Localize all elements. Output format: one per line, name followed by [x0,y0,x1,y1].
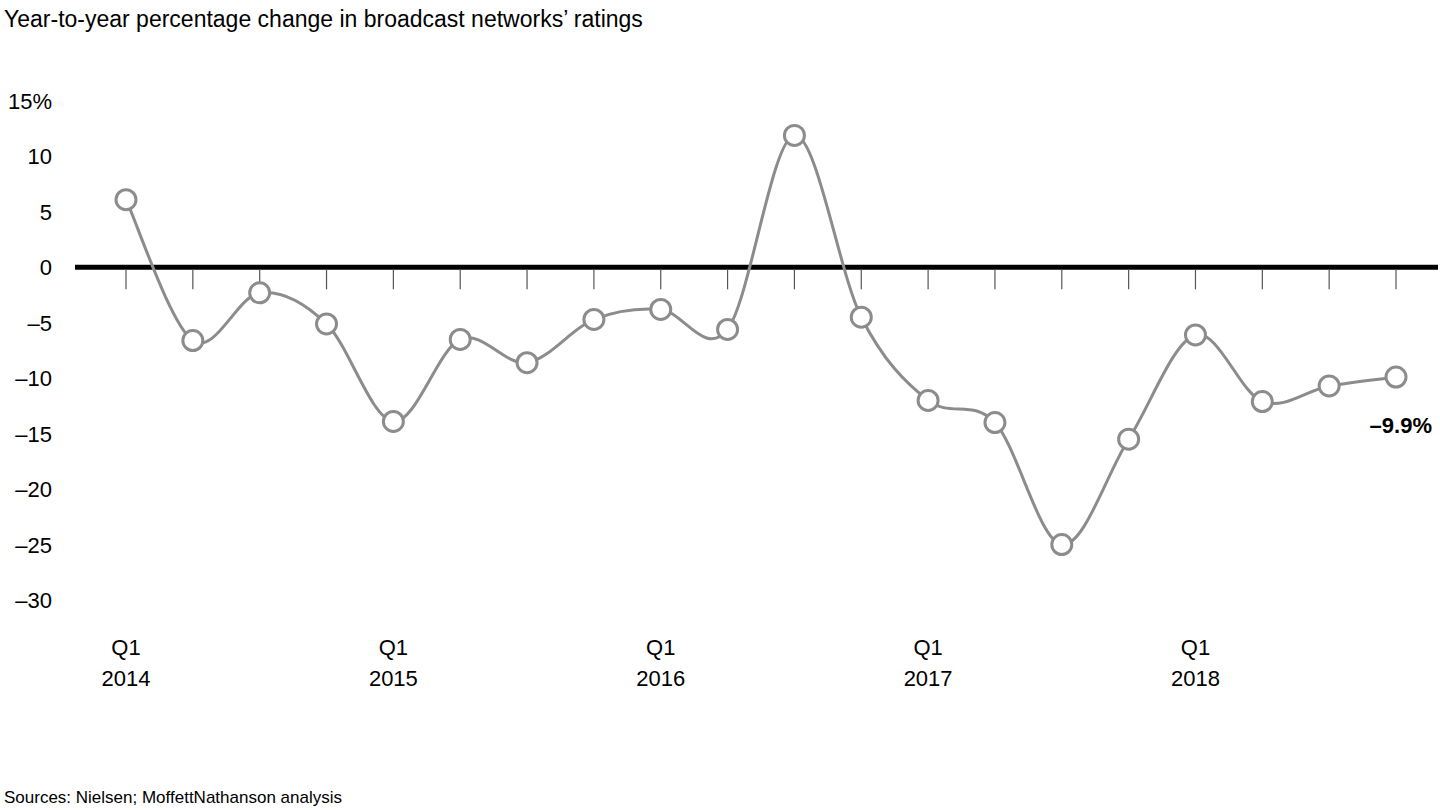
point [1185,325,1205,345]
x-tick [393,269,394,289]
point [1252,392,1272,412]
y-tick: 5 [40,200,52,225]
x-tick [1262,269,1263,289]
y-tick-label: –25 [15,533,52,558]
x-tick [1128,269,1129,289]
y-tick-label: 10 [28,144,52,169]
x-tick [1195,269,1196,289]
y-tick: –10 [15,366,52,391]
point [450,329,470,349]
y-tick: 10 [28,144,52,169]
point [651,299,671,319]
y-tick-label: –10 [15,366,52,391]
point [1052,535,1072,555]
point [918,390,938,410]
x-tick [660,269,661,289]
x-tick-label: Q12018 [1171,635,1220,691]
point [1386,367,1406,387]
y-tick: –20 [15,477,52,502]
y-tick-label: –5 [28,311,52,336]
y-tick-label: –15 [15,422,52,447]
point [116,190,136,210]
x-tick-label: Q12015 [369,635,418,691]
x-tick [192,269,193,289]
point [317,314,337,334]
x-tick [1329,269,1330,289]
x-tick-label: Q12014 [102,635,151,691]
point [851,307,871,327]
y-tick: 15% [8,89,52,114]
point [784,125,804,145]
x-tick-label: Q12017 [904,635,953,691]
x-tick [994,269,995,289]
data-label: –9.9% [1370,413,1432,438]
title: Year-to-year percentage change in broadc… [4,6,643,32]
point [718,319,738,339]
y-tick-label: 5 [40,200,52,225]
x-tick [794,269,795,289]
x-tick [727,269,728,289]
x-tick [928,269,929,289]
point [1119,429,1139,449]
y-tick: –15 [15,422,52,447]
point [985,413,1005,433]
plot-area [116,125,1406,554]
y-tick: –30 [15,588,52,613]
y-tick: –25 [15,533,52,558]
point [517,353,537,373]
y-tick: 0 [40,255,52,280]
point [183,331,203,351]
y-tick-label: –20 [15,477,52,502]
x-tick [326,269,327,289]
point [1319,376,1339,396]
y-tick-label: 0 [40,255,52,280]
source: Sources: Nielsen; MoffettNathanson analy… [4,788,342,807]
y-tick-label: 15% [8,89,52,114]
series-line [126,135,1396,544]
x-tick [526,269,527,289]
point [584,309,604,329]
x-tick-label: Q12016 [636,635,685,691]
x-tick [593,269,594,289]
x-tick [1395,269,1396,289]
y-tick: –5 [28,311,52,336]
zero-line [75,265,1438,270]
y-tick-label: –30 [15,588,52,613]
x-tick [1061,269,1062,289]
chart: Year-to-year percentage change in broadc… [0,0,1440,810]
x-tick [861,269,862,289]
point [383,411,403,431]
x-tick [125,269,126,289]
x-tick [460,269,461,289]
point [250,283,270,303]
